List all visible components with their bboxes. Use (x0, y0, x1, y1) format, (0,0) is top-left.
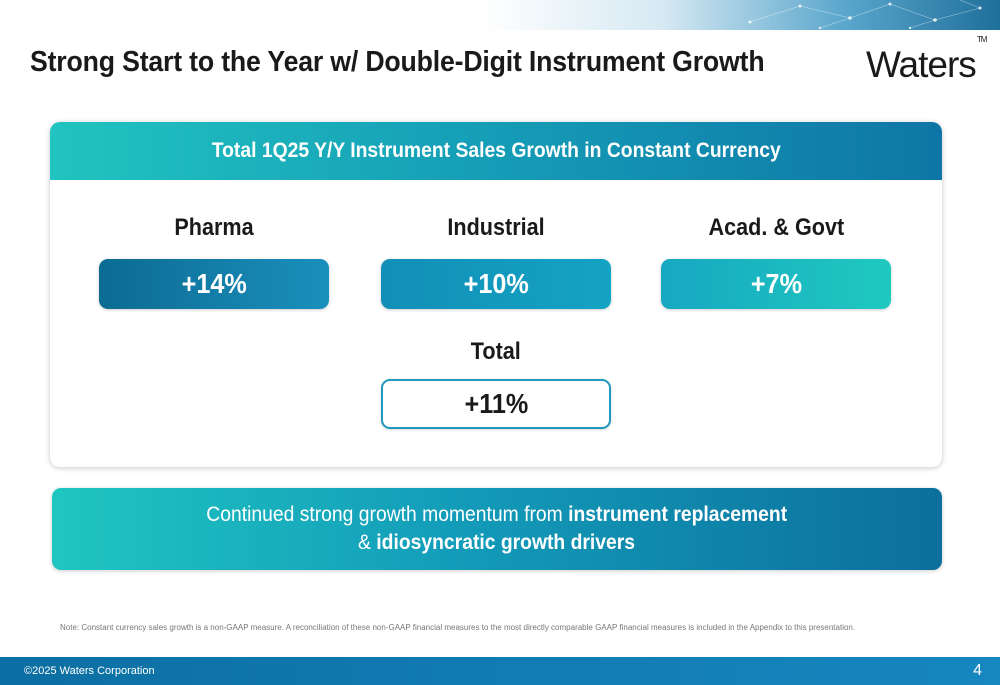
logo-text: Waters (866, 44, 977, 85)
segment-value-pharma: +14% (99, 259, 329, 309)
segment-label-pharma: Pharma (174, 214, 254, 241)
footer-bar: ©2025 Waters Corporation 4 (0, 657, 1000, 685)
card-header: Total 1Q25 Y/Y Instrument Sales Growth i… (50, 122, 942, 180)
segment-label-industrial: Industrial (447, 214, 545, 241)
growth-momentum-callout: Continued strong growth momentum from in… (52, 488, 942, 570)
slide-title: Strong Start to the Year w/ Double-Digit… (30, 46, 765, 78)
callout-line-1: Continued strong growth momentum from in… (207, 501, 788, 529)
logo-trademark: TM (976, 34, 988, 44)
callout-line-2: & idiosyncratic growth drivers (358, 529, 635, 557)
non-gaap-note: Note: Constant currency sales growth is … (60, 623, 856, 632)
callout-line-1-text: Continued strong growth momentum from (206, 503, 569, 526)
segment-value-acad-govt: +7% (661, 259, 891, 309)
total-label: Total (470, 338, 521, 365)
callout-line-1-bold: instrument replacement (568, 503, 788, 526)
waters-logo: WatersTM (866, 35, 987, 86)
header-decorative-banner (480, 0, 1000, 30)
instrument-growth-card: Total 1Q25 Y/Y Instrument Sales Growth i… (50, 122, 942, 467)
callout-line-2-text: & (358, 531, 377, 554)
segment-label-acad-govt: Acad. & Govt (708, 214, 844, 241)
network-pattern-graphic (748, 0, 982, 30)
copyright-text: ©2025 Waters Corporation (24, 665, 155, 677)
total-value: +11% (381, 379, 611, 429)
card-header-text: Total 1Q25 Y/Y Instrument Sales Growth i… (211, 139, 781, 162)
page-number: 4 (973, 662, 982, 679)
segment-value-industrial: +10% (381, 259, 611, 309)
callout-line-2-bold: idiosyncratic growth drivers (376, 531, 636, 554)
